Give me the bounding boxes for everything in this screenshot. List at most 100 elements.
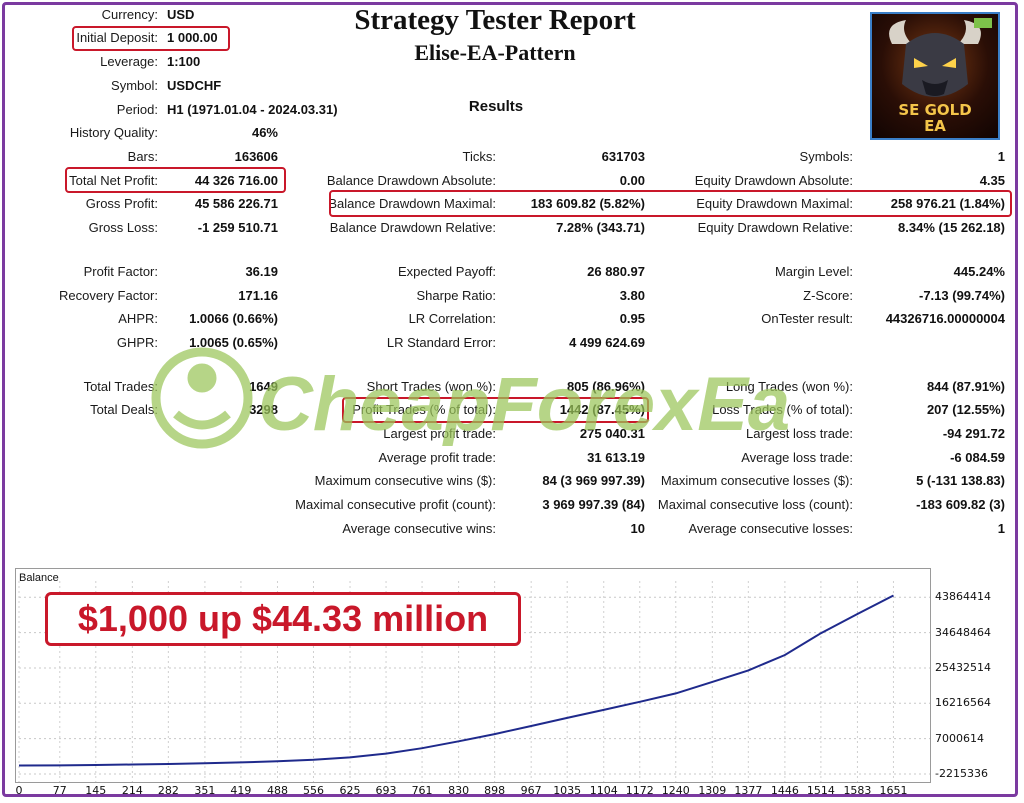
symbols-value: 1 [997, 149, 1005, 164]
history-quality-label: History Quality: [69, 125, 158, 140]
ghpr-value: 1.0065 (0.65%) [189, 335, 278, 350]
z-score-label: Z-Score: [803, 288, 853, 303]
total-deals-value: 3298 [249, 402, 278, 417]
average-profit-label: Average profit trade: [378, 450, 496, 465]
currency-label: Currency: [101, 7, 158, 22]
x-tick-label: 0 [15, 784, 23, 797]
max-consec-losses-label: Maximum consecutive losses ($): [660, 473, 853, 488]
x-tick-label: 556 [302, 784, 324, 797]
ontester-value: 44326716.00000004 [885, 311, 1005, 326]
equity-dd-rel-label: Equity Drawdown Relative: [697, 220, 853, 235]
x-tick-label: 351 [194, 784, 216, 797]
equity-dd-rel-value: 8.34% (15 262.18) [898, 220, 1005, 235]
x-tick-label: 282 [157, 784, 179, 797]
long-trades-label: Long Trades (won %): [725, 379, 853, 394]
bars-value: 163606 [234, 149, 278, 164]
max-consec-wins-label: Maximum consecutive wins ($): [314, 473, 496, 488]
logo-text: SE GOLD EA [872, 102, 998, 134]
x-tick-label: 830 [448, 784, 470, 797]
lr-correlation-label: LR Correlation: [408, 311, 496, 326]
ahpr-value: 1.0066 (0.66%) [189, 311, 278, 326]
gross-profit-label: Gross Profit: [85, 196, 158, 211]
short-trades-value: 805 (86.96%) [566, 379, 645, 394]
short-trades-label: Short Trades (won %): [366, 379, 496, 394]
maximal-consec-profit-value: 3 969 997.39 (84) [542, 497, 645, 512]
profit-callout: $1,000 up $44.33 million [45, 592, 521, 646]
largest-profit-value: 275 040.31 [579, 426, 645, 441]
bull-warrior-icon [889, 18, 992, 97]
avg-consec-losses-label: Average consecutive losses: [688, 521, 853, 536]
x-tick-label: 967 [520, 784, 542, 797]
currency-value: USD [167, 7, 195, 22]
y-tick-label: 7000614 [935, 731, 984, 745]
bull-warrior-logo: SE GOLD EA [870, 12, 1000, 140]
largest-loss-value: -94 291.72 [942, 426, 1005, 441]
ontester-label: OnTester result: [761, 311, 853, 326]
chart-title: Balance [19, 572, 59, 584]
equity-dd-max-label: Equity Drawdown Maximal: [696, 196, 853, 211]
x-tick-label: 1651 [879, 784, 908, 797]
logo-line-1: SE GOLD [898, 101, 972, 119]
robot-head-icon [151, 347, 253, 449]
report-subtitle: Elise-EA-Pattern [414, 40, 576, 65]
balance-dd-abs-value: 0.00 [619, 173, 645, 188]
total-deals-label: Total Deals: [90, 402, 158, 417]
avg-consec-wins-label: Average consecutive wins: [342, 521, 496, 536]
symbols-label: Symbols: [799, 149, 853, 164]
x-tick-label: 488 [266, 784, 288, 797]
y-tick-label: 25432514 [935, 660, 991, 674]
x-tick-label: 1377 [734, 784, 763, 797]
period-label: Period: [116, 102, 158, 117]
history-quality-value: 46% [251, 125, 278, 140]
x-tick-label: 1172 [625, 784, 654, 797]
balance-dd-abs-label: Balance Drawdown Absolute: [326, 173, 496, 188]
initial-deposit-label: Initial Deposit: [76, 30, 158, 45]
recovery-factor-value: 171.16 [238, 288, 278, 303]
maximal-consec-loss-label: Maximal consecutive loss (count): [657, 497, 853, 512]
x-tick-label: 693 [375, 784, 397, 797]
profit-trades-label: Profit Trades (% of total): [352, 402, 496, 417]
gross-loss-value: -1 259 510.71 [197, 220, 278, 235]
expected-payoff-value: 26 880.97 [587, 264, 645, 279]
profit-trades-value: 1442 (87.45%) [559, 402, 645, 417]
balance-dd-rel-value: 7.28% (343.71) [556, 220, 645, 235]
y-tick-label: 34648464 [935, 625, 991, 639]
equity-dd-abs-value: 4.35 [979, 173, 1005, 188]
ahpr-label: AHPR: [118, 311, 158, 326]
y-tick-label: 16216564 [935, 696, 991, 710]
leverage-label: Leverage: [100, 54, 158, 69]
max-consec-losses-value: 5 (-131 138.83) [916, 473, 1005, 488]
x-tick-label: 1309 [698, 784, 727, 797]
x-tick-label: 1240 [661, 784, 690, 797]
maximal-consec-profit-label: Maximal consecutive profit (count): [295, 497, 496, 512]
sharpe-ratio-value: 3.80 [619, 288, 645, 303]
symbol-label: Symbol: [111, 78, 158, 93]
x-tick-label: 145 [85, 784, 107, 797]
leverage-value: 1:100 [167, 54, 201, 69]
avg-consec-wins-value: 10 [630, 521, 645, 536]
margin-level-label: Margin Level: [774, 264, 853, 279]
profit-factor-label: Profit Factor: [83, 264, 158, 279]
sharpe-ratio-label: Sharpe Ratio: [416, 288, 497, 303]
equity-dd-max-value: 258 976.21 (1.84%) [890, 196, 1005, 211]
gross-profit-value: 45 586 226.71 [194, 196, 278, 211]
total-net-profit-label: Total Net Profit: [69, 173, 158, 188]
balance-dd-max-value: 183 609.82 (5.82%) [530, 196, 645, 211]
profit-factor-value: 36.19 [245, 264, 278, 279]
avg-consec-losses-value: 1 [997, 521, 1005, 536]
balance-dd-max-label: Balance Drawdown Maximal: [328, 196, 496, 211]
x-tick-label: 898 [484, 784, 506, 797]
total-trades-label: Total Trades: [83, 379, 158, 394]
loss-trades-label: Loss Trades (% of total): [712, 402, 853, 417]
largest-loss-label: Largest loss trade: [746, 426, 853, 441]
x-tick-label: 1035 [553, 784, 582, 797]
gross-loss-label: Gross Loss: [88, 220, 158, 235]
ghpr-label: GHPR: [116, 335, 158, 350]
report-title: Strategy Tester Report [354, 4, 636, 36]
average-loss-label: Average loss trade: [741, 450, 853, 465]
symbol-value: USDCHF [167, 78, 222, 93]
z-score-value: -7.13 (99.74%) [919, 288, 1005, 303]
total-trades-value: 1649 [249, 379, 278, 394]
loss-trades-value: 207 (12.55%) [926, 402, 1005, 417]
lr-correlation-value: 0.95 [619, 311, 645, 326]
